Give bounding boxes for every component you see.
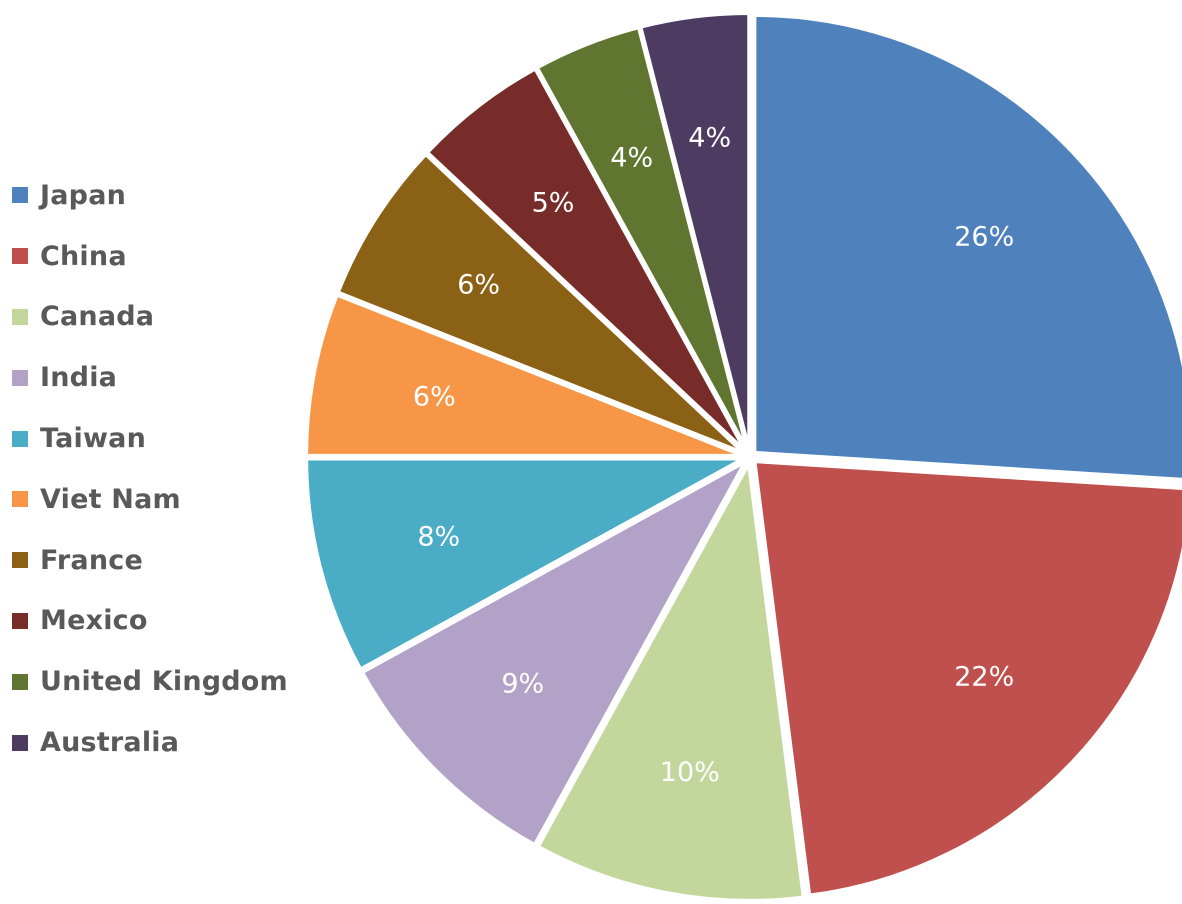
legend-item-india: India <box>12 347 312 408</box>
pie-slice-australia <box>638 11 752 454</box>
legend-item-canada: Canada <box>12 287 312 348</box>
legend-swatch-viet-nam <box>12 491 28 508</box>
legend-label-canada: Canada <box>40 301 155 333</box>
legend-item-china: China <box>12 226 312 287</box>
data-label-japan: 26% <box>954 222 1014 253</box>
pie-slice-canada <box>535 460 806 903</box>
legend-item-taiwan: Taiwan <box>12 408 312 469</box>
legend: Japan China Canada India Taiwan Viet Nam Franc… <box>12 165 312 773</box>
data-label-france: 6% <box>457 269 500 300</box>
pie-slices <box>304 11 1182 903</box>
legend-item-france: France <box>12 530 312 591</box>
legend-swatch-canada <box>12 308 28 325</box>
legend-label-mexico: Mexico <box>40 605 148 637</box>
legend-swatch-france <box>12 552 28 569</box>
legend-label-china: China <box>40 240 127 272</box>
pie-slice-viet-nam <box>304 292 747 458</box>
data-label-australia: 4% <box>688 123 731 154</box>
legend-label-france: France <box>40 544 143 576</box>
legend-label-taiwan: Taiwan <box>40 423 146 455</box>
legend-item-viet-nam: Viet Nam <box>12 469 312 530</box>
pie-slice-india <box>359 459 748 848</box>
pie-slice-labels: 26% 22% 10% 9% 8% 6% 6% 5% 4% 4% <box>413 123 1014 788</box>
data-label-united-kingdom: 4% <box>610 143 653 174</box>
legend-item-japan: Japan <box>12 165 312 226</box>
data-label-mexico: 5% <box>532 188 575 219</box>
legend-swatch-australia <box>12 734 28 751</box>
legend-label-australia: Australia <box>40 727 180 759</box>
legend-label-japan: Japan <box>40 179 127 211</box>
pie-slice-china <box>752 459 1182 898</box>
legend-item-australia: Australia <box>12 712 312 773</box>
legend-item-mexico: Mexico <box>12 591 312 652</box>
data-label-india: 9% <box>501 669 544 700</box>
data-label-viet-nam: 6% <box>413 381 456 412</box>
legend-swatch-mexico <box>12 612 28 629</box>
legend-label-united-kingdom: United Kingdom <box>40 666 288 698</box>
legend-label-viet-nam: Viet Nam <box>40 483 181 515</box>
legend-item-united-kingdom: United Kingdom <box>12 651 312 712</box>
legend-swatch-china <box>12 248 28 265</box>
data-label-taiwan: 8% <box>417 521 460 552</box>
legend-swatch-taiwan <box>12 430 28 447</box>
data-label-china: 22% <box>954 661 1014 692</box>
legend-swatch-united-kingdom <box>12 673 28 690</box>
pie-slice-taiwan <box>304 456 747 672</box>
legend-swatch-japan <box>12 187 28 204</box>
pie-slice-japan <box>752 12 1182 482</box>
data-label-canada: 10% <box>660 757 720 788</box>
pie-slice-france <box>335 151 747 456</box>
legend-swatch-india <box>12 369 28 386</box>
legend-label-india: India <box>40 362 118 394</box>
